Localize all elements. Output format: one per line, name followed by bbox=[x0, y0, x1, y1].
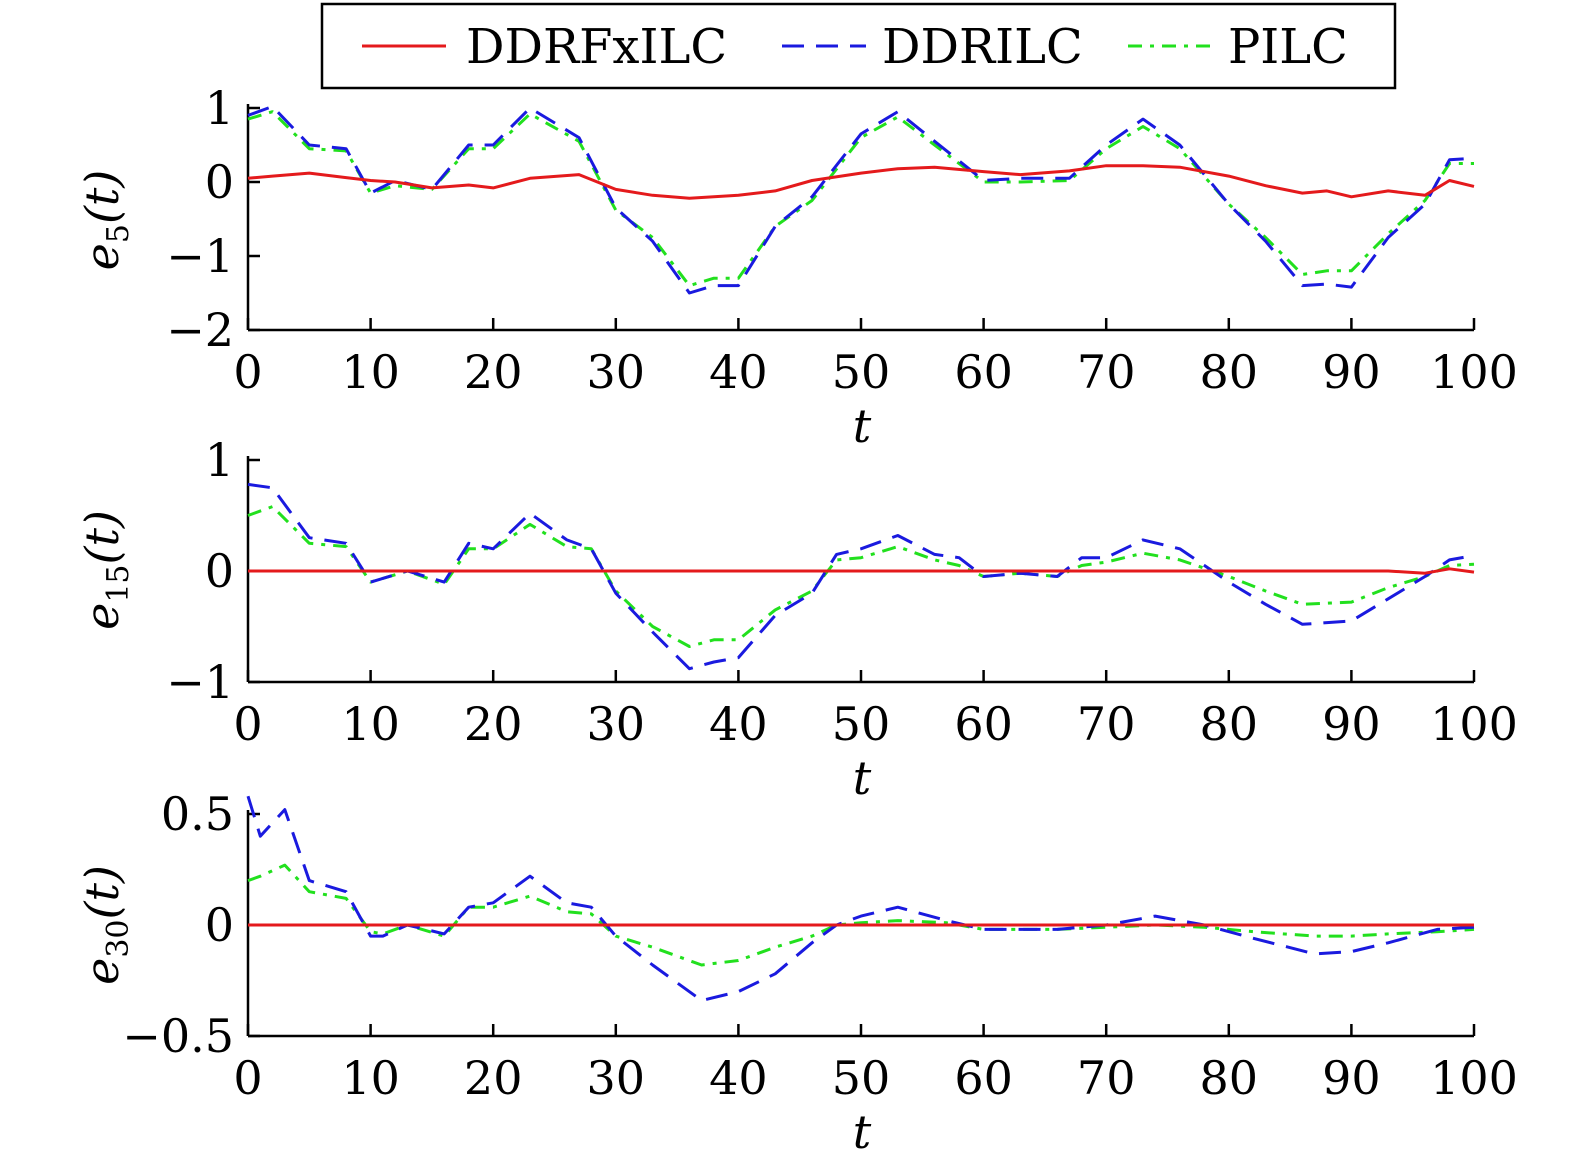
x-tick-label: 100 bbox=[1430, 345, 1518, 399]
x-tick-label: 20 bbox=[464, 697, 523, 751]
x-tick-label: 70 bbox=[1077, 345, 1136, 399]
x-tick-label: 30 bbox=[587, 345, 646, 399]
x-tick-label: 80 bbox=[1200, 1051, 1259, 1105]
y-tick-label: 0 bbox=[205, 155, 234, 209]
x-tick-label: 80 bbox=[1200, 697, 1259, 751]
y-tick-label: −0.5 bbox=[122, 1009, 234, 1063]
x-tick-label: 70 bbox=[1077, 697, 1136, 751]
legend-entry-ddrfxilc: DDRFxILC bbox=[362, 19, 727, 75]
legend-label-ddrfxilc: DDRFxILC bbox=[466, 19, 727, 75]
legend-label-pilc: PILC bbox=[1228, 19, 1348, 75]
x-tick-label: 90 bbox=[1322, 345, 1381, 399]
series-line-pilc bbox=[247, 505, 1475, 648]
x-tick-label: 60 bbox=[954, 1051, 1013, 1105]
x-tick-label: 40 bbox=[709, 1051, 768, 1105]
y-tick-label: −2 bbox=[166, 303, 234, 357]
x-tick-label: 30 bbox=[587, 697, 646, 751]
ylabel-e5: e5(t) bbox=[75, 170, 136, 271]
legend-entry-pilc: PILC bbox=[1128, 19, 1348, 75]
y-tick-label: −1 bbox=[166, 229, 234, 283]
y-tick-label: −1 bbox=[166, 655, 234, 709]
series-line-ddrilc bbox=[247, 105, 1475, 295]
y-tick-label: 1 bbox=[205, 433, 234, 487]
x-tick-label: 20 bbox=[464, 345, 523, 399]
y-tick-label: 0 bbox=[205, 544, 234, 598]
legend-entry-ddrilc: DDRILC bbox=[782, 19, 1083, 75]
y-tick-label: 0 bbox=[205, 898, 234, 952]
series-line-ddrilc bbox=[246, 795, 1475, 1002]
x-tick-label: 10 bbox=[341, 1051, 400, 1105]
x-tick-label: 80 bbox=[1200, 345, 1259, 399]
xlabel-e5: t bbox=[853, 399, 872, 453]
series-line-ddrilc bbox=[247, 482, 1475, 671]
xlabel-e30: t bbox=[853, 1105, 872, 1159]
x-tick-label: 60 bbox=[954, 697, 1013, 751]
y-tick-label: 0.5 bbox=[161, 787, 234, 841]
chart-panel-e5: e5(t) t 0 10 20 30 40 50 60 70 80 90 100 −2 −1 0 1 bbox=[75, 81, 1518, 453]
x-tick-label: 10 bbox=[341, 345, 400, 399]
x-tick-label: 40 bbox=[709, 345, 768, 399]
series-line-ddrfxilc bbox=[247, 164, 1475, 200]
x-tick-label: 20 bbox=[464, 1051, 523, 1105]
x-tick-label: 40 bbox=[709, 697, 768, 751]
x-tick-label: 60 bbox=[954, 345, 1013, 399]
legend-label-ddrilc: DDRILC bbox=[882, 19, 1083, 75]
series-line-pilc bbox=[247, 110, 1474, 288]
x-tick-label: 100 bbox=[1430, 1051, 1518, 1105]
chart-panel-e15: e15(t) t 0 10 20 30 40 50 60 70 80 90 100−101 bbox=[75, 433, 1518, 805]
x-tick-label: 0 bbox=[233, 697, 262, 751]
x-tick-label: 0 bbox=[233, 345, 262, 399]
x-tick-label: 50 bbox=[832, 345, 891, 399]
legend: DDRFxILC DDRILC PILC bbox=[320, 2, 1397, 90]
x-tick-label: 30 bbox=[587, 1051, 646, 1105]
x-tick-label: 70 bbox=[1077, 1051, 1136, 1105]
xlabel-e15: t bbox=[853, 751, 872, 805]
y-tick-label: 1 bbox=[205, 81, 234, 135]
series-line-ddrfxilc bbox=[248, 567, 1475, 575]
ylabel-e30: e30(t) bbox=[75, 865, 136, 985]
chart-panel-e30: e30(t) t 0 10 20 30 40 50 60 70 80 90 100−0.500.5 bbox=[75, 787, 1518, 1159]
x-tick-label: 10 bbox=[341, 697, 400, 751]
x-tick-label: 50 bbox=[832, 697, 891, 751]
x-tick-label: 90 bbox=[1322, 1051, 1381, 1105]
x-tick-label: 0 bbox=[233, 1051, 262, 1105]
x-tick-label: 90 bbox=[1322, 697, 1381, 751]
x-tick-label: 100 bbox=[1430, 697, 1518, 751]
ylabel-e15: e15(t) bbox=[75, 510, 136, 630]
x-tick-label: 50 bbox=[832, 1051, 891, 1105]
